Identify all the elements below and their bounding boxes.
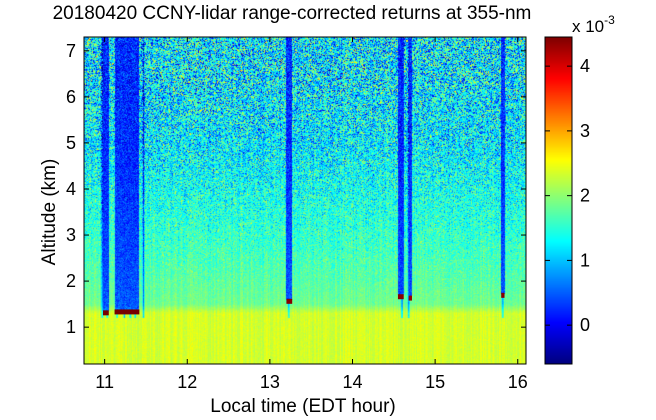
y-tick-label: 4 — [66, 179, 76, 199]
y-tick-label: 3 — [66, 225, 76, 245]
y-tick-label: 7 — [66, 41, 76, 61]
heatmap-plot-area — [83, 36, 527, 365]
cloud-layer-mark — [114, 309, 140, 315]
cloud-layer-mark — [501, 292, 505, 298]
colorbar-gradient — [545, 37, 572, 364]
colorbar-axis: 0 1 2 3 4 — [545, 56, 590, 335]
x-tick-label: 15 — [425, 372, 445, 392]
chart-title: 20180420 CCNY-lidar range-corrected retu… — [53, 3, 532, 24]
colorbar-tick-label: 1 — [580, 250, 590, 270]
cloud-layer-group — [103, 292, 505, 316]
colorbar-frame — [544, 36, 573, 365]
x-axis-label: Local time (EDT hour) — [210, 396, 396, 417]
cloud-layer-mark — [397, 294, 404, 300]
x-tick-label: 12 — [177, 372, 197, 392]
colorbar-exponent-power: -3 — [604, 13, 615, 27]
x-tick-label: 14 — [342, 372, 362, 392]
cloud-layer-mark — [408, 295, 412, 301]
y-tick-label: 5 — [66, 133, 76, 153]
x-tick-label: 11 — [95, 372, 114, 392]
colorbar-tick-label: 4 — [580, 56, 590, 76]
cloud-layer-mark — [103, 310, 109, 316]
y-tick-label: 1 — [66, 317, 76, 337]
colorbar-exponent-label: x 10-3 — [572, 13, 615, 36]
x-tick-label: 16 — [508, 372, 528, 392]
cloud-layer-mark — [286, 298, 293, 304]
colorbar-tick-label: 2 — [580, 186, 590, 206]
y-tick-label: 6 — [66, 87, 76, 107]
colorbar-tick-label: 0 — [580, 315, 590, 335]
colorbar-exponent-base: x 10 — [572, 17, 604, 36]
x-tick-label: 13 — [260, 372, 280, 392]
colorbar-tick-label: 3 — [580, 121, 590, 141]
y-axis-label: Altitude (km) — [39, 159, 60, 266]
heatmap-image — [84, 37, 526, 364]
y-tick-label: 2 — [66, 271, 76, 291]
x-axis: 11 12 13 14 15 16 — [95, 37, 528, 392]
y-axis: 1 2 3 4 5 6 7 — [66, 41, 526, 337]
colorbar: 0 1 2 3 4 x 10-3 — [544, 13, 615, 365]
plot-frame — [83, 36, 527, 365]
